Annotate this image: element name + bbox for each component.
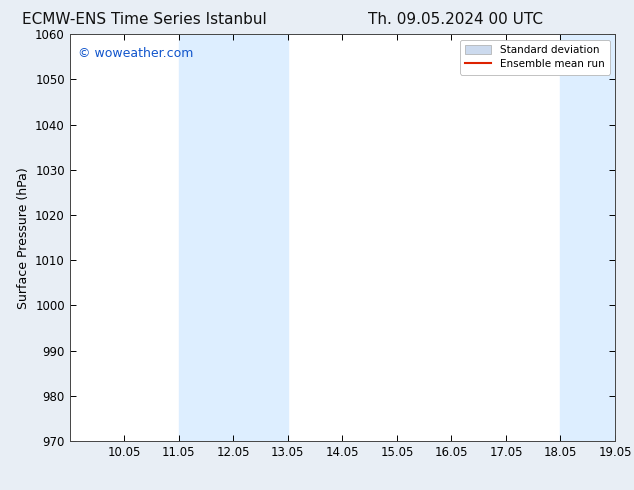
Text: Th. 09.05.2024 00 UTC: Th. 09.05.2024 00 UTC (368, 12, 543, 27)
Legend: Standard deviation, Ensemble mean run: Standard deviation, Ensemble mean run (460, 40, 610, 74)
Bar (560, 34, 615, 441)
Y-axis label: Surface Pressure (hPa): Surface Pressure (hPa) (16, 167, 30, 309)
Text: ECMW-ENS Time Series Istanbul: ECMW-ENS Time Series Istanbul (22, 12, 266, 27)
Bar (179, 34, 288, 441)
Text: © woweather.com: © woweather.com (78, 47, 193, 59)
